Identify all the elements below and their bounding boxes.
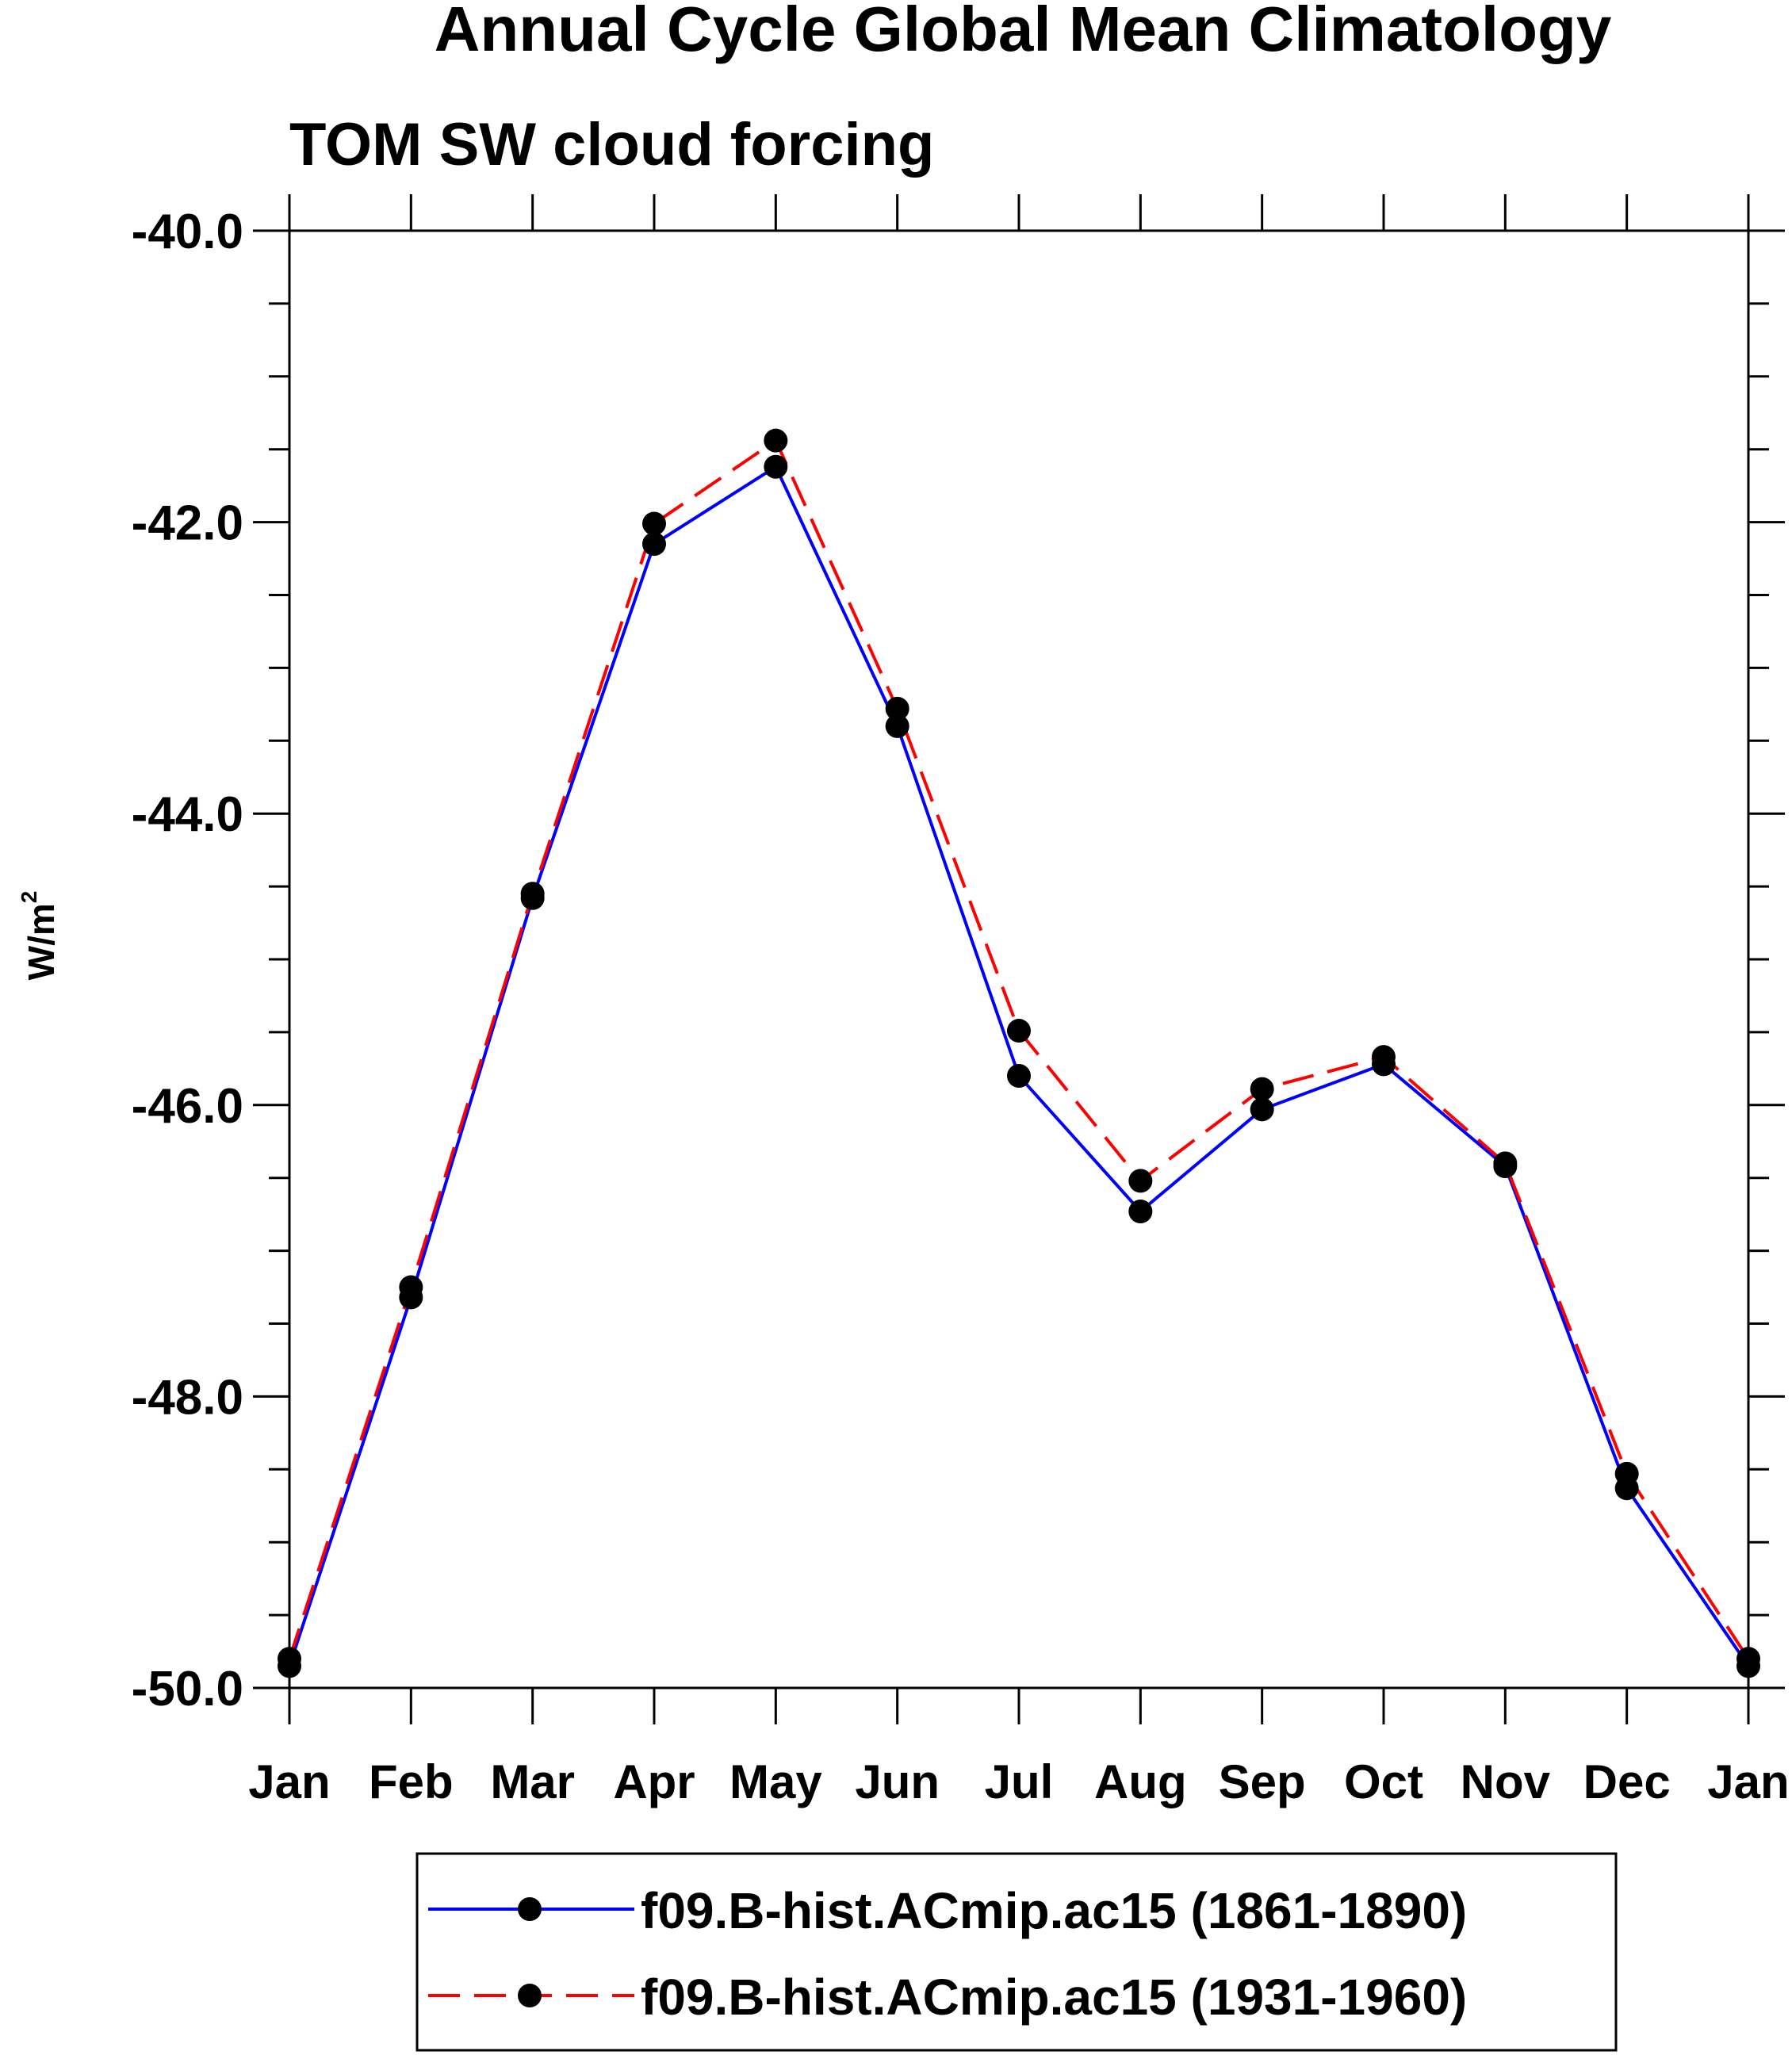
svg-text:W/m2: W/m2: [17, 891, 62, 981]
data-point: [1372, 1045, 1396, 1070]
plot-frame: [288, 229, 1750, 1690]
x-tick-label: May: [729, 1755, 822, 1808]
y-axis-label: W/m: [21, 903, 62, 980]
data-point: [1736, 1647, 1760, 1671]
legend-label: f09.B-hist.ACmip.ac15 (1931-1960): [641, 1969, 1467, 2026]
legend-label: f09.B-hist.ACmip.ac15 (1861-1890): [641, 1882, 1467, 1939]
x-tick-label: Apr: [613, 1755, 695, 1808]
x-tick-label: Jun: [855, 1755, 940, 1808]
legend-marker: [518, 1897, 542, 1921]
y-tick-label: -46.0: [132, 1079, 243, 1134]
x-tick-label: Oct: [1344, 1755, 1423, 1808]
data-point: [1250, 1077, 1274, 1101]
data-point: [642, 511, 666, 536]
series-line: [288, 438, 1750, 1660]
y-tick-label: -44.0: [132, 787, 243, 842]
y-tick-label: -42.0: [132, 496, 243, 551]
x-tick-label: Sep: [1219, 1755, 1306, 1808]
x-tick-labels: Jan Feb Mar Apr May Jun Jul Aug Sep Oct Nov Dec Jan: [248, 1755, 1789, 1808]
data-point: [885, 714, 909, 738]
axes-layer: [253, 194, 1785, 1724]
x-tick-label: Feb: [369, 1755, 454, 1808]
y-axis-label-superscript: 2: [17, 891, 41, 904]
x-tick-label: Nov: [1461, 1755, 1551, 1808]
legend-box: [415, 1852, 1618, 2052]
data-point: [399, 1275, 423, 1299]
chart-title: Annual Cycle Global Mean Climatology: [435, 0, 1612, 64]
data-point: [1007, 1064, 1031, 1089]
series-2-markers: [278, 428, 1760, 1671]
data-point: [278, 1647, 301, 1671]
data-point: [1128, 1169, 1153, 1193]
x-tick-label: Jan: [248, 1755, 330, 1808]
x-tick-label: Mar: [490, 1755, 575, 1808]
data-point: [764, 428, 788, 453]
series-2: [288, 438, 1750, 1660]
y-axis-label-group: W/m2: [17, 891, 62, 981]
y-tick-label: -48.0: [132, 1370, 243, 1425]
legend-marker: [518, 1984, 542, 2007]
series-1-markers: [278, 454, 1760, 1678]
data-point: [1493, 1151, 1518, 1176]
data-point: [1250, 1097, 1274, 1122]
data-point: [1128, 1199, 1153, 1223]
x-tick-label: Dec: [1583, 1755, 1671, 1808]
x-tick-label: Jul: [985, 1755, 1054, 1808]
series-layer: [278, 428, 1760, 1678]
chart-subtitle: TOM SW cloud forcing: [289, 111, 934, 178]
data-point: [642, 532, 666, 557]
data-point: [885, 696, 909, 721]
data-point: [764, 454, 788, 479]
legend: f09.B-hist.ACmip.ac15 (1861-1890) f09.B-h…: [415, 1852, 1618, 2052]
y-tick-labels: -40.0 -42.0 -44.0 -46.0 -48.0 -50.0: [132, 205, 243, 1716]
y-tick-label: -40.0: [132, 205, 243, 259]
x-tick-label: Aug: [1094, 1755, 1187, 1808]
data-point: [520, 882, 545, 906]
data-point: [1614, 1461, 1639, 1486]
y-tick-label: -50.0: [132, 1662, 243, 1716]
x-tick-label: Jan: [1707, 1755, 1789, 1808]
data-point: [1007, 1019, 1031, 1043]
